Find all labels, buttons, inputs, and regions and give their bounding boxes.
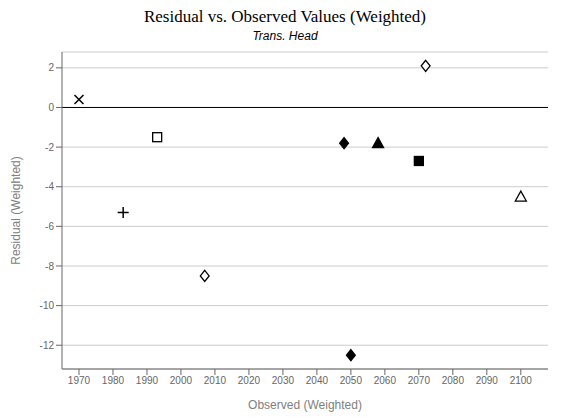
svg-text:2080: 2080 — [442, 375, 465, 386]
svg-text:1980: 1980 — [102, 375, 125, 386]
html-text:Trans. Head: Trans. Head — [252, 29, 318, 43]
svg-text:-2: -2 — [45, 142, 54, 153]
svg-text:-4: -4 — [45, 181, 54, 192]
svg-text:1970: 1970 — [68, 375, 91, 386]
svg-text:2070: 2070 — [408, 375, 431, 386]
svg-text:2010: 2010 — [204, 375, 227, 386]
svg-text:2060: 2060 — [374, 375, 397, 386]
svg-text:Observed (Weighted): Observed (Weighted) — [248, 398, 362, 412]
svg-text:2040: 2040 — [306, 375, 329, 386]
svg-text:0: 0 — [48, 102, 54, 113]
svg-text:2050: 2050 — [340, 375, 363, 386]
svg-text:-8: -8 — [45, 261, 54, 272]
html-text:Residual vs. Observed Values (: Residual vs. Observed Values (Weighted) — [144, 7, 426, 26]
svg-text:2: 2 — [48, 62, 54, 73]
svg-text:-12: -12 — [40, 340, 55, 351]
svg-text:-6: -6 — [45, 221, 54, 232]
svg-text:1990: 1990 — [136, 375, 159, 386]
svg-text:2030: 2030 — [272, 375, 295, 386]
svg-text:2020: 2020 — [238, 375, 261, 386]
svg-text:2100: 2100 — [510, 375, 533, 386]
svg-text:Residual (Weighted): Residual (Weighted) — [9, 156, 23, 265]
svg-text:2090: 2090 — [476, 375, 499, 386]
svg-text:2000: 2000 — [170, 375, 193, 386]
svg-text:-10: -10 — [40, 300, 55, 311]
